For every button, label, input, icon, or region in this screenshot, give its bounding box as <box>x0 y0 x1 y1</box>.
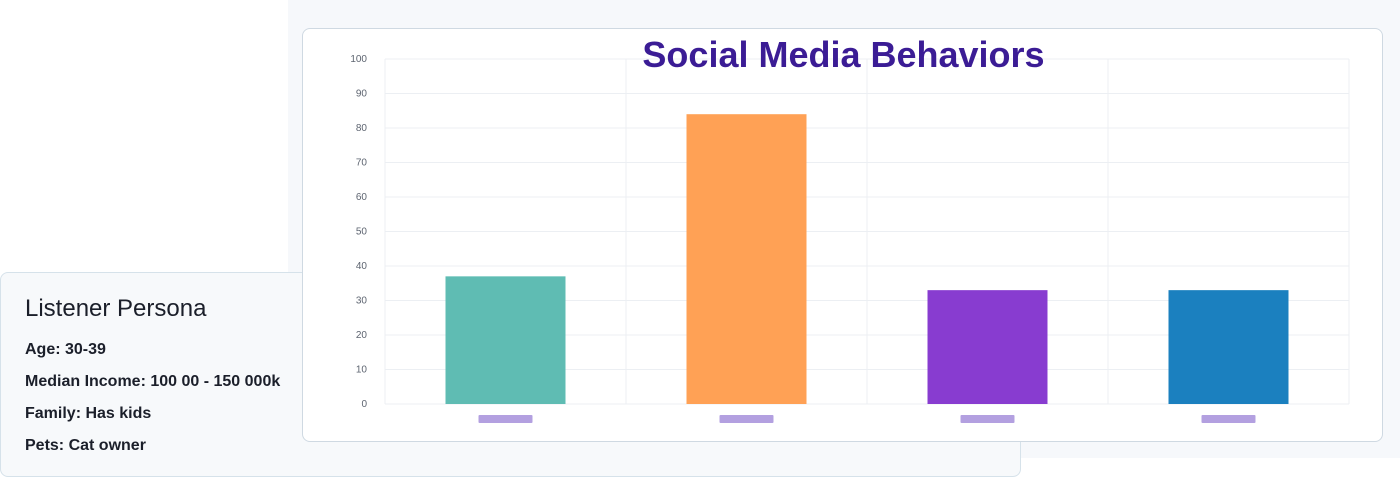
persona-income: Median Income: 100 00 - 150 000k <box>25 373 281 390</box>
bar-4 <box>1168 290 1289 404</box>
y-tick-label: 40 <box>356 261 368 272</box>
y-tick-label: 30 <box>356 296 368 307</box>
persona-title: Listener Persona <box>25 295 207 322</box>
bar-chart: 0 10 20 30 40 50 60 70 80 90 100 <box>350 54 1350 423</box>
legend-swatch-1[interactable] <box>478 415 533 423</box>
legend-swatch-3[interactable] <box>960 415 1015 423</box>
y-tick-label: 80 <box>356 123 368 134</box>
bar-1 <box>445 276 566 404</box>
y-tick-label: 60 <box>356 192 368 203</box>
persona-age: Age: 30-39 <box>25 341 106 358</box>
y-tick-label: 70 <box>356 158 368 169</box>
chart-title: Social Media Behaviors <box>642 34 1045 75</box>
y-tick-label: 10 <box>356 365 368 376</box>
y-tick-label: 0 <box>361 399 367 410</box>
legend-swatch-2[interactable] <box>719 415 774 423</box>
legend-swatch-4[interactable] <box>1201 415 1256 423</box>
y-tick-label: 90 <box>356 89 368 100</box>
social-media-chart-card: 0 10 20 30 40 50 60 70 80 90 100 Social Media Beha… <box>302 28 1383 442</box>
bar-2 <box>686 114 807 404</box>
persona-pets: Pets: Cat owner <box>25 437 146 454</box>
persona-details: Age: 30-39 Median Income: 100 00 - 150 0… <box>25 341 280 469</box>
bar-3 <box>927 290 1048 404</box>
y-tick-label: 20 <box>356 330 368 341</box>
y-tick-label: 100 <box>350 54 367 65</box>
y-tick-label: 50 <box>356 227 368 238</box>
persona-family: Family: Has kids <box>25 405 152 422</box>
